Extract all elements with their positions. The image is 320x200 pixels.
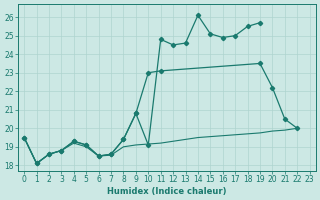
X-axis label: Humidex (Indice chaleur): Humidex (Indice chaleur) xyxy=(107,187,227,196)
